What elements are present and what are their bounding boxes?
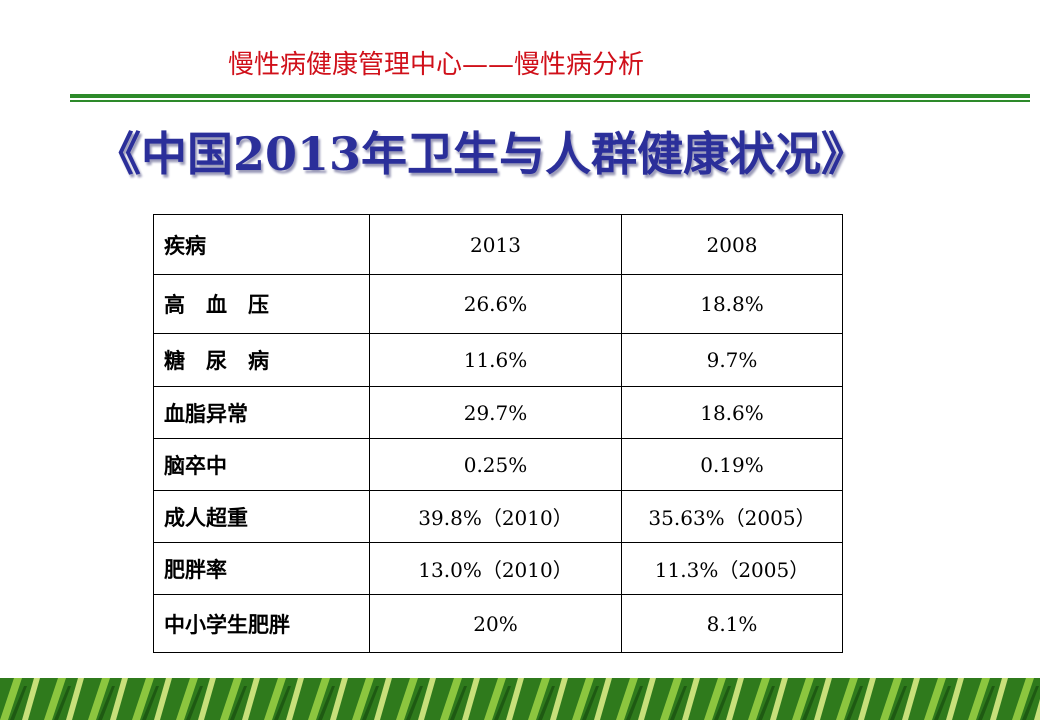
table-cell: 26.6% xyxy=(369,274,622,334)
table-cell: 35.63%（2005） xyxy=(621,490,843,543)
table-cell: 0.19% xyxy=(621,438,843,491)
table-cell: 11.3%（2005） xyxy=(621,542,843,595)
table-cell: 29.7% xyxy=(369,386,622,439)
column-header: 疾病 xyxy=(153,214,370,275)
header-title: 慢性病健康管理中心——慢性病分析 xyxy=(228,50,645,80)
column-header: 2008 xyxy=(621,214,843,275)
row-label: 肥胖率 xyxy=(153,542,370,595)
table-cell: 20% xyxy=(369,594,622,653)
row-label: 高 血 压 xyxy=(153,274,370,334)
table-cell: 11.6% xyxy=(369,333,622,387)
rule xyxy=(70,100,1030,102)
rule xyxy=(70,94,1030,98)
table-cell: 39.8%（2010） xyxy=(369,490,622,543)
decor-band xyxy=(0,678,1040,720)
row-label: 成人超重 xyxy=(153,490,370,543)
table-cell: 18.8% xyxy=(621,274,843,334)
row-label: 血脂异常 xyxy=(153,386,370,439)
table-cell: 13.0%（2010） xyxy=(369,542,622,595)
slide-title: 《中国2013年卫生与人群健康状况》 xyxy=(95,127,868,181)
table-cell: 18.6% xyxy=(621,386,843,439)
table-cell: 0.25% xyxy=(369,438,622,491)
row-label: 脑卒中 xyxy=(153,438,370,491)
column-header: 2013 xyxy=(369,214,622,275)
table-cell: 8.1% xyxy=(621,594,843,653)
row-label: 糖 尿 病 xyxy=(153,333,370,387)
table-cell: 9.7% xyxy=(621,333,843,387)
row-label: 中小学生肥胖 xyxy=(153,594,370,653)
